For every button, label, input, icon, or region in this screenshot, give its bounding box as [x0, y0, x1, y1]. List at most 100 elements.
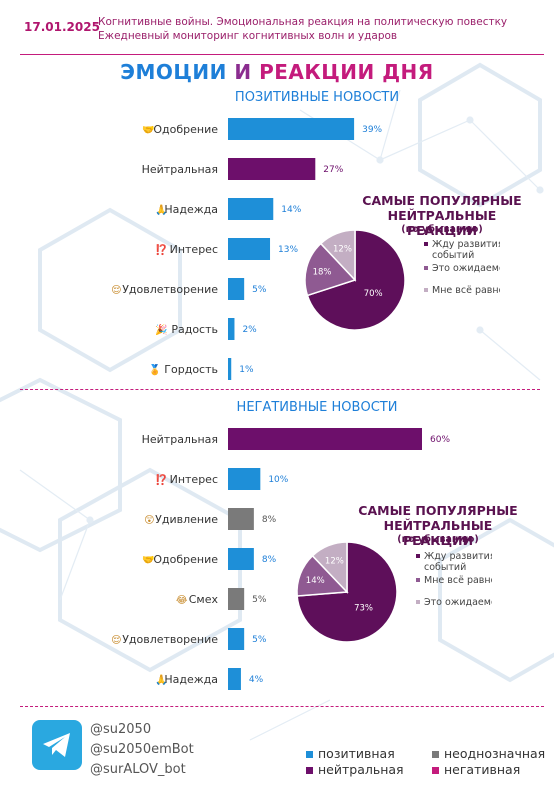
category-icon: 😌 — [111, 285, 121, 296]
legend-label: нейтральная — [318, 762, 404, 777]
pie-legend-label: Мне всё равно — [432, 285, 500, 296]
category-label: Удивление — [155, 513, 218, 526]
pie-slice — [306, 229, 406, 331]
title-part-2: И — [226, 60, 260, 84]
legend-swatch — [306, 767, 313, 774]
header-subtitle: Когнитивные войны. Эмоциональная реакция… — [98, 16, 508, 28]
category-icon: 🙏 — [155, 674, 167, 686]
bar — [228, 158, 316, 180]
title-part-3: РЕАКЦИИ ДНЯ — [259, 60, 434, 84]
category-label: Интерес — [170, 243, 218, 256]
value-label: 5% — [252, 285, 267, 295]
pie-title: САМЫЕ ПОПУЛЯРНЫЕ НЕЙТРАЛЬНЫЕ РЕАКЦИИ — [352, 193, 532, 238]
pie-slice — [311, 541, 348, 594]
category-icon: 🏅 — [149, 363, 161, 376]
category-label: Одобрение — [153, 123, 218, 136]
category-icon: 🤝 — [142, 125, 154, 136]
value-label: 5% — [252, 635, 267, 645]
category-label: Нейтральная — [142, 433, 218, 446]
bar — [228, 198, 274, 220]
category-label: Надежда — [164, 203, 218, 216]
slice-label: 12% — [333, 244, 352, 254]
handle-link-2[interactable]: @su2050emBot — [90, 742, 194, 757]
category-label: Нейтральная — [142, 163, 218, 176]
pie-legend-label: Мне всё равно — [424, 575, 492, 586]
legend-swatch — [424, 242, 428, 246]
value-label: 39% — [362, 125, 382, 135]
pie-legend-label: Это ожидаемо — [424, 597, 492, 608]
value-label: 1% — [239, 365, 254, 375]
category-icon: 😲 — [144, 515, 154, 526]
section-divider — [20, 389, 540, 390]
pie-subtitle-2: (по убыванию) — [397, 534, 479, 545]
slice-label: 73% — [354, 603, 373, 613]
handle-link[interactable]: @su2050 — [90, 722, 152, 737]
bar — [228, 588, 245, 610]
category-label: Смех — [189, 593, 219, 606]
pie-title-line-2: НЕЙТРАЛЬНЫЕ РЕАКЦИИ — [387, 208, 497, 238]
category-label: Радость — [171, 323, 218, 336]
legend-ambiguous: неоднозначная — [432, 746, 545, 761]
page-title: ЭМОЦИИ И РЕАКЦИИ ДНЯ — [0, 60, 554, 84]
category-label: Одобрение — [153, 553, 218, 566]
pie-legend-label: Жду развития событий — [424, 551, 492, 573]
pie-legend-label: Жду развития событий — [432, 239, 500, 261]
value-label: 2% — [242, 325, 257, 335]
slice-label: 18% — [313, 268, 332, 278]
bar — [228, 118, 355, 140]
telegram-icon[interactable] — [32, 720, 82, 770]
legend-swatch — [306, 751, 313, 758]
bar — [228, 548, 254, 570]
value-label: 60% — [430, 435, 450, 445]
legend-swatch — [416, 554, 420, 558]
footer-divider — [20, 706, 544, 707]
legend-swatch — [432, 751, 439, 758]
category-icon: 😂 — [176, 595, 188, 606]
pie-title-line-1: САМЫЕ ПОПУЛЯРНЫЕ — [362, 193, 522, 208]
pie-legend-label: Это ожидаемо — [432, 263, 500, 274]
slice-label: 12% — [325, 556, 344, 566]
handle-link-3[interactable]: @surALOV_bot — [90, 762, 186, 777]
title-part-1: ЭМОЦИИ — [120, 60, 227, 84]
legend-label: негативная — [444, 762, 521, 777]
legend-label: позитивная — [318, 746, 395, 761]
legend-positive: позитивная — [306, 746, 395, 761]
positive-section-heading: ПОЗИТИВНЫЕ НОВОСТИ — [234, 90, 400, 105]
slice-label: 70% — [364, 289, 383, 299]
value-label: 5% — [252, 595, 267, 605]
category-label: Удовлетворение — [122, 633, 218, 646]
bar — [228, 508, 254, 530]
pie-subtitle: (по убыванию) — [401, 224, 483, 235]
category-icon: 🙏 — [155, 204, 167, 216]
pie-title-2: САМЫЕ ПОПУЛЯРНЫЕ НЕЙТРАЛЬНЫЕ РЕАКЦИИ — [348, 503, 528, 548]
category-label: Удовлетворение — [122, 283, 218, 296]
category-icon: 😌 — [111, 635, 121, 646]
value-label: 14% — [281, 205, 301, 215]
legend-negative: негативная — [432, 762, 520, 777]
bar — [228, 668, 241, 690]
pie-title-2-line-1: САМЫЕ ПОПУЛЯРНЫЕ — [358, 503, 518, 518]
pie-chart-positive: 70% 18% 12% Жду развития событий Это ожидаемо… — [304, 229, 500, 331]
legend-swatch — [416, 578, 420, 582]
header: 17.01.2025 Когнитивные войны. Эмоциональ… — [0, 10, 554, 52]
value-label: 4% — [249, 675, 264, 685]
category-label: Надежда — [164, 673, 218, 686]
value-label: 13% — [278, 245, 298, 255]
bar — [228, 238, 271, 260]
legend-swatch — [424, 288, 428, 292]
bar — [228, 318, 235, 340]
pie-chart-negative: 73% 14%12% Жду развития событий Мне всё равн… — [296, 541, 492, 643]
legend-swatch — [424, 266, 428, 270]
legend-swatch — [432, 767, 439, 774]
category-icon: ⁉️ — [155, 243, 167, 256]
negative-bar-chart: Нейтральная 60% Интерес⁉️ 10% Удивление😲 8% Од… — [111, 428, 450, 690]
bar — [228, 628, 245, 650]
value-label: 10% — [268, 475, 288, 485]
bar — [228, 358, 232, 380]
category-icon: 🤝 — [142, 555, 154, 566]
bar — [228, 428, 422, 450]
pie-title-2-line-2: НЕЙТРАЛЬНЫЕ РЕАКЦИИ — [383, 518, 493, 548]
slice-label: 14% — [306, 576, 325, 586]
legend-neutral: нейтральная — [306, 762, 404, 777]
